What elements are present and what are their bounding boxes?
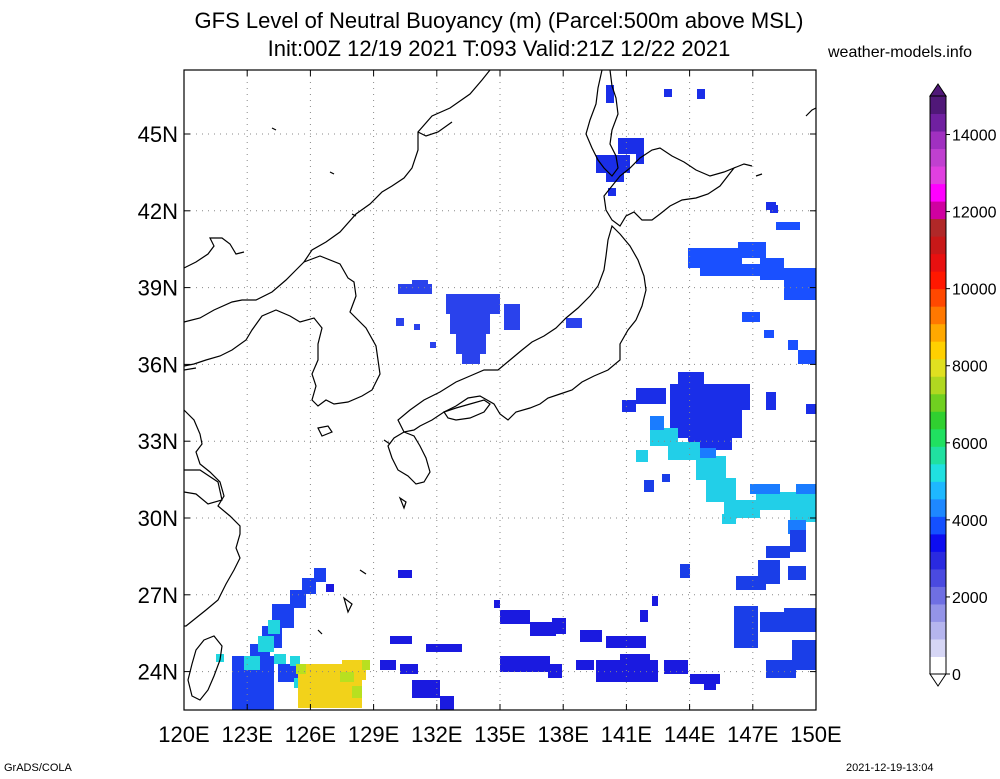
lon-tick-label: 135E xyxy=(474,722,525,747)
colorbar-swatch xyxy=(930,568,946,587)
colorbar-swatch xyxy=(930,463,946,482)
coastlines xyxy=(183,69,817,701)
colorbar-swatch xyxy=(930,183,946,202)
colorbar-label: 4000 xyxy=(952,513,988,530)
patch-okinawa-cyan xyxy=(216,620,300,688)
lon-tick-label: 147E xyxy=(727,722,778,747)
lon-tick-label: 120E xyxy=(158,722,209,747)
colorbar-swatch xyxy=(930,516,946,535)
lat-tick-label: 30N xyxy=(138,506,178,531)
colorbar-swatch xyxy=(930,288,946,307)
colorbar-swatch xyxy=(930,166,946,185)
lat-axis-labels: 24N 27N 30N 33N 36N 39N 42N 45N xyxy=(138,122,178,685)
lon-tick-label: 123E xyxy=(222,722,273,747)
patch-sea-of-japan xyxy=(396,280,582,364)
lon-tick-label: 150E xyxy=(790,722,841,747)
colorbar-swatch xyxy=(930,586,946,605)
colorbar-label: 8000 xyxy=(952,359,988,376)
colorbar-swatch xyxy=(930,253,946,272)
lon-tick-label: 138E xyxy=(538,722,589,747)
lon-tick-label: 126E xyxy=(285,722,336,747)
colorbar-label: 12000 xyxy=(952,205,997,222)
colorbar-swatch xyxy=(930,393,946,412)
map-title-line1: GFS Level of Neutral Buoyancy (m) (Parce… xyxy=(194,8,804,33)
site-credit: weather-models.info xyxy=(828,44,973,61)
colorbar-swatch xyxy=(930,201,946,220)
patch-east-ocean-blue xyxy=(688,222,816,364)
lon-tick-label: 141E xyxy=(601,722,652,747)
lat-tick-label: 27N xyxy=(138,583,178,608)
colorbar-swatch xyxy=(930,148,946,167)
colorbar-swatch xyxy=(930,131,946,150)
colorbar-swatch xyxy=(930,323,946,342)
colorbar-swatch xyxy=(930,218,946,237)
colorbar-swatch xyxy=(930,621,946,640)
lon-tick-label: 132E xyxy=(411,722,462,747)
axis-ticks xyxy=(183,70,817,710)
colorbar-swatch xyxy=(930,113,946,132)
lat-tick-label: 39N xyxy=(138,276,178,301)
patch-central-blue xyxy=(622,372,816,450)
colorbar-min-arrow xyxy=(929,673,947,687)
patch-south-blue xyxy=(326,570,720,710)
colorbar-swatch xyxy=(930,533,946,552)
colorbar-label: 2000 xyxy=(952,590,988,607)
map-title-line2: Init:00Z 12/19 2021 T:093 Valid:21Z 12/2… xyxy=(267,36,731,61)
colorbar-swatch xyxy=(930,551,946,570)
lat-tick-label: 24N xyxy=(138,660,178,685)
lon-axis-labels: 120E 123E 126E 129E 132E 135E 138E 141E 144E 147E… xyxy=(158,722,841,747)
colorbar-swatch xyxy=(930,481,946,500)
field-layer xyxy=(216,85,816,710)
colorbar-swatch xyxy=(930,428,946,447)
lat-tick-label: 45N xyxy=(138,122,178,147)
colorbar-swatch xyxy=(930,306,946,325)
colorbar-labels: 0 2000 4000 6000 8000 10000 12000 14000 xyxy=(952,128,997,684)
colorbar-swatch xyxy=(930,96,946,115)
colorbar-label: 6000 xyxy=(952,436,988,453)
patch-lower-east-blue xyxy=(644,474,816,678)
colorbar-swatch xyxy=(930,271,946,290)
footer-credit: GrADS/COLA xyxy=(4,762,72,774)
colorbar-swatch xyxy=(930,498,946,517)
colorbar-label: 14000 xyxy=(952,128,997,145)
patch-okinawa-yellow xyxy=(298,660,366,708)
patch-okinawa-green xyxy=(296,660,370,698)
colorbar-label: 0 xyxy=(952,667,961,684)
colorbar-swatch xyxy=(930,341,946,360)
lon-tick-label: 129E xyxy=(348,722,399,747)
lat-tick-label: 33N xyxy=(138,429,178,454)
footer-timestamp: 2021-12-19-13:04 xyxy=(846,762,934,774)
lon-tick-label: 144E xyxy=(664,722,715,747)
colorbar-swatch xyxy=(930,411,946,430)
patch-cyan-band xyxy=(636,428,816,524)
colorbar-swatch xyxy=(930,656,946,675)
colorbar-swatch xyxy=(930,358,946,377)
colorbar-swatch xyxy=(930,376,946,395)
patch-north-blue xyxy=(596,85,778,213)
colorbar-label: 10000 xyxy=(952,282,997,299)
colorbar-swatch xyxy=(930,603,946,622)
colorbar xyxy=(929,83,950,687)
colorbar-swatch xyxy=(930,446,946,465)
colorbar-swatch xyxy=(930,638,946,657)
colorbar-swatch xyxy=(930,236,946,255)
lat-tick-label: 42N xyxy=(138,199,178,224)
colorbar-max-arrow xyxy=(929,83,947,97)
lat-tick-label: 36N xyxy=(138,352,178,377)
